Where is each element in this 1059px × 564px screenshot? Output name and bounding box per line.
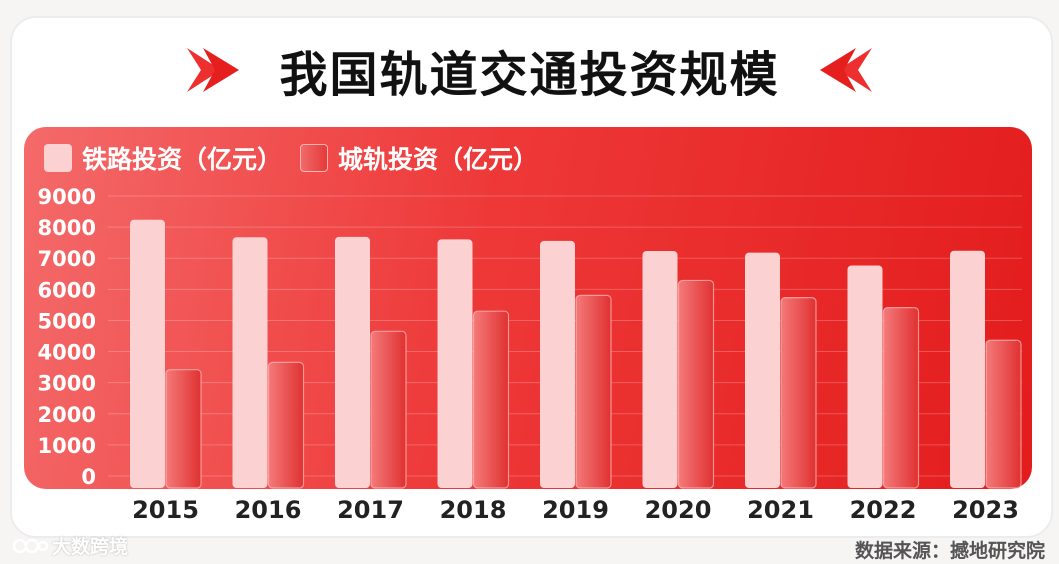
y-tick-label: 5000 bbox=[38, 309, 96, 333]
brand-watermark: 大数跨境 bbox=[12, 532, 128, 559]
legend-label-metro: 城轨投资（亿元） bbox=[338, 145, 539, 174]
x-tick-label: 2016 bbox=[235, 496, 302, 524]
chevron-right-icon bbox=[187, 48, 240, 92]
bar-metro-2017 bbox=[370, 330, 407, 489]
y-tick-label: 8000 bbox=[38, 216, 96, 240]
x-tick-label: 2015 bbox=[132, 496, 199, 524]
bar-rail-2017 bbox=[335, 236, 370, 488]
legend-item-rail: 铁路投资（亿元） bbox=[44, 140, 282, 176]
bar-rail-2019 bbox=[540, 240, 575, 488]
y-tick-label: 9000 bbox=[38, 185, 96, 209]
x-tick-label: 2017 bbox=[337, 496, 404, 524]
x-tick-label: 2022 bbox=[850, 496, 917, 524]
title-area: 我国轨道交通投资规模 bbox=[0, 30, 1059, 110]
x-tick-label: 2020 bbox=[645, 496, 712, 524]
brand-logo-icon bbox=[12, 538, 48, 553]
bars bbox=[130, 219, 1022, 489]
y-tick-label: 1000 bbox=[38, 434, 96, 458]
y-tick-label: 0 bbox=[81, 465, 96, 489]
y-tick-label: 3000 bbox=[38, 372, 96, 396]
x-tick-label: 2018 bbox=[440, 496, 507, 524]
x-tick-label: 2023 bbox=[952, 496, 1019, 524]
bar-rail-2016 bbox=[232, 237, 268, 488]
x-tick-label: 2021 bbox=[747, 496, 814, 524]
legend-item-metro: 城轨投资（亿元） bbox=[300, 140, 538, 176]
chevron-left-icon bbox=[819, 48, 872, 92]
bar-metro-2016 bbox=[267, 361, 305, 489]
bar-rail-2020 bbox=[642, 251, 678, 488]
bar-metro-2018 bbox=[472, 310, 510, 489]
y-tick-label: 7000 bbox=[38, 247, 96, 271]
legend: 铁路投资（亿元） 城轨投资（亿元） bbox=[44, 138, 556, 178]
brand-name: 大数跨境 bbox=[52, 536, 129, 558]
y-tick-label: 4000 bbox=[38, 341, 96, 365]
bar-metro-2020 bbox=[677, 279, 715, 489]
bar-rail-2018 bbox=[437, 239, 473, 488]
x-tick-label: 2019 bbox=[542, 496, 609, 524]
y-tick-label: 6000 bbox=[38, 278, 96, 302]
bar-metro-2022 bbox=[882, 307, 920, 489]
bar-rail-2021 bbox=[745, 252, 780, 488]
bar-metro-2023 bbox=[985, 339, 1022, 489]
y-tick-label: 2000 bbox=[38, 403, 96, 427]
bar-rail-2023 bbox=[950, 250, 985, 488]
bar-rail-2015 bbox=[130, 219, 165, 488]
bar-rail-2022 bbox=[847, 265, 883, 488]
legend-swatch-metro bbox=[300, 144, 329, 172]
legend-label-rail: 铁路投资（亿元） bbox=[82, 145, 283, 174]
bar-metro-2019 bbox=[575, 294, 612, 489]
legend-swatch-rail bbox=[44, 144, 72, 172]
bar-metro-2015 bbox=[165, 369, 202, 489]
data-source: 数据来源：撼地研究院 bbox=[854, 540, 1045, 562]
chart-title: 我国轨道交通投资规模 bbox=[279, 47, 780, 103]
y-axis-ticks: 0 1000 2000 3000 4000 5000 6000 7000 8000 9000 bbox=[38, 185, 96, 489]
bar-metro-2021 bbox=[780, 297, 817, 489]
x-axis-ticks: 2015 2016 2017 2018 2019 2020 2021 2022 2023 bbox=[132, 496, 1019, 524]
